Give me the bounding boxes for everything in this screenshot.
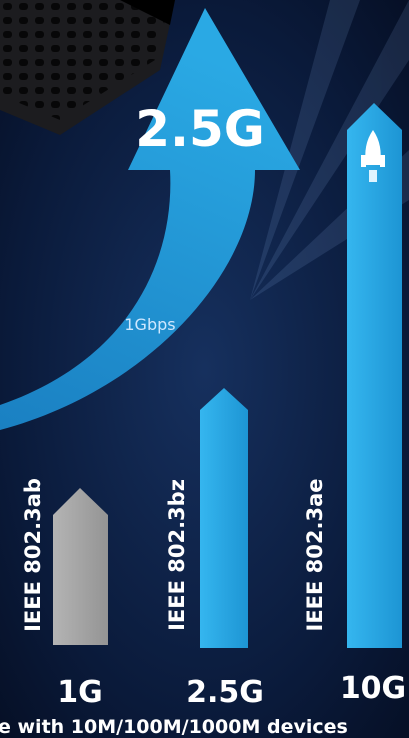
page: 2.5G 1Gbps IEEE 802.3ab IEEE 802.3bz IEE… <box>0 0 409 738</box>
bar <box>53 488 108 645</box>
speed-label: 1G <box>57 675 103 710</box>
speed-label: 2.5G <box>186 675 264 710</box>
speed-label: 10G <box>340 671 406 706</box>
arrow-caption: 1Gbps <box>124 315 175 334</box>
infographic: 2.5G 1Gbps IEEE 802.3ab IEEE 802.3bz IEE… <box>0 0 409 738</box>
standard-label: IEEE 802.3ab <box>21 478 45 632</box>
standard-label: IEEE 802.3ae <box>303 479 327 632</box>
arrow-label: 2.5G <box>135 100 265 158</box>
bar <box>200 388 248 648</box>
bar <box>347 103 402 648</box>
footer: e with 10M/100M/1000M devices <box>0 716 348 738</box>
standard-label: IEEE 802.3bz <box>165 479 189 631</box>
